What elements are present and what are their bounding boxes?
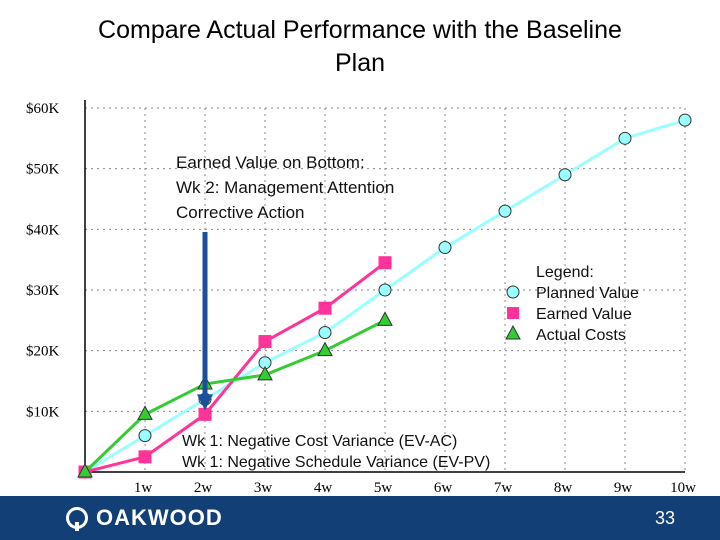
legend-item-label: Earned Value [536,306,632,323]
ev-chart: $10K $20K $30K $40K $50K $60K 1w 2w 3w 4w 5w 6w 7w 8… [26,100,696,496]
y-tick-label: $50K [26,162,60,178]
chart-series [77,113,692,479]
x-tick-label: 10w [670,480,696,496]
bottom-annotation-line: Wk 1: Negative Schedule Variance (EV-PV) [182,454,490,471]
x-tick-label: 6w [434,480,453,496]
oakwood-logo-icon [66,507,88,531]
earned-value-point [258,335,272,349]
earned-value-point [318,301,332,315]
x-axis-tick-labels: 1w 2w 3w 4w 5w 6w 7w 8w 9w 10w [134,480,696,496]
earned-value-point [138,450,152,464]
legend-item-label: Planned Value [536,285,639,302]
legend-marker-triangle [505,324,521,340]
planned-value-point [498,204,512,218]
oakwood-logo: OAKWOOD [66,504,223,532]
actual-cost-point [317,341,333,357]
actual-cost-point [137,405,153,420]
bottom-annotation-line: Wk 1: Negative Cost Variance (EV-AC) [182,433,457,450]
oakwood-logo-text: OAKWOOD [96,505,223,530]
top-annotation-line: Earned Value on Bottom: [176,153,365,172]
planned-value-point [618,131,632,145]
slide-title-line-2: Plan [334,49,386,77]
x-tick-label: 2w [194,480,213,496]
y-tick-label: $60K [26,101,60,117]
planned-value-point [378,283,392,297]
x-tick-label: 9w [614,480,633,496]
y-axis-tick-labels: $10K $20K $30K $40K $50K $60K [26,101,60,420]
chart-axes [84,100,685,473]
series-line-actual-costs [83,318,386,474]
planned-value-point [318,325,332,339]
x-tick-label: 7w [494,480,513,496]
chart-annotations: Earned Value on Bottom: Wk 2: Management … [176,153,490,471]
actual-cost-point [77,462,93,478]
footer-bar [0,496,720,540]
actual-cost-point [257,365,273,381]
actual-cost-point [377,311,393,326]
legend-marker-square [507,307,519,319]
slide-title: Compare Actual Performance with the Base… [0,14,720,80]
legend-marker-circle [506,285,520,299]
y-tick-label: $20K [26,344,60,360]
planned-value-point [558,168,572,182]
y-tick-label: $40K [26,222,60,238]
x-tick-label: 3w [254,480,273,496]
x-tick-label: 1w [134,480,153,496]
legend-item-label: Actual Costs [536,327,626,344]
y-tick-label: $30K [26,283,60,299]
planned-value-point [138,429,152,443]
x-tick-label: 8w [554,480,573,496]
page-number: 33 [654,508,676,528]
x-tick-label: 4w [314,480,333,496]
annotation-arrow-head [197,394,213,411]
planned-value-point [438,241,452,255]
annotation-arrow [197,232,213,411]
slide-title-line-1: Compare Actual Performance with the Base… [98,16,622,44]
earned-value-point [378,256,392,270]
x-tick-label: 5w [374,480,393,496]
y-tick-label: $10K [26,404,60,420]
legend-title: Legend: [536,264,594,281]
chart-legend: Legend: Planned Value Earned Value Actual C… [505,264,639,344]
top-annotation-line: Corrective Action [176,203,305,222]
top-annotation-line: Wk 2: Management Attention [176,178,394,197]
planned-value-point [678,113,692,127]
